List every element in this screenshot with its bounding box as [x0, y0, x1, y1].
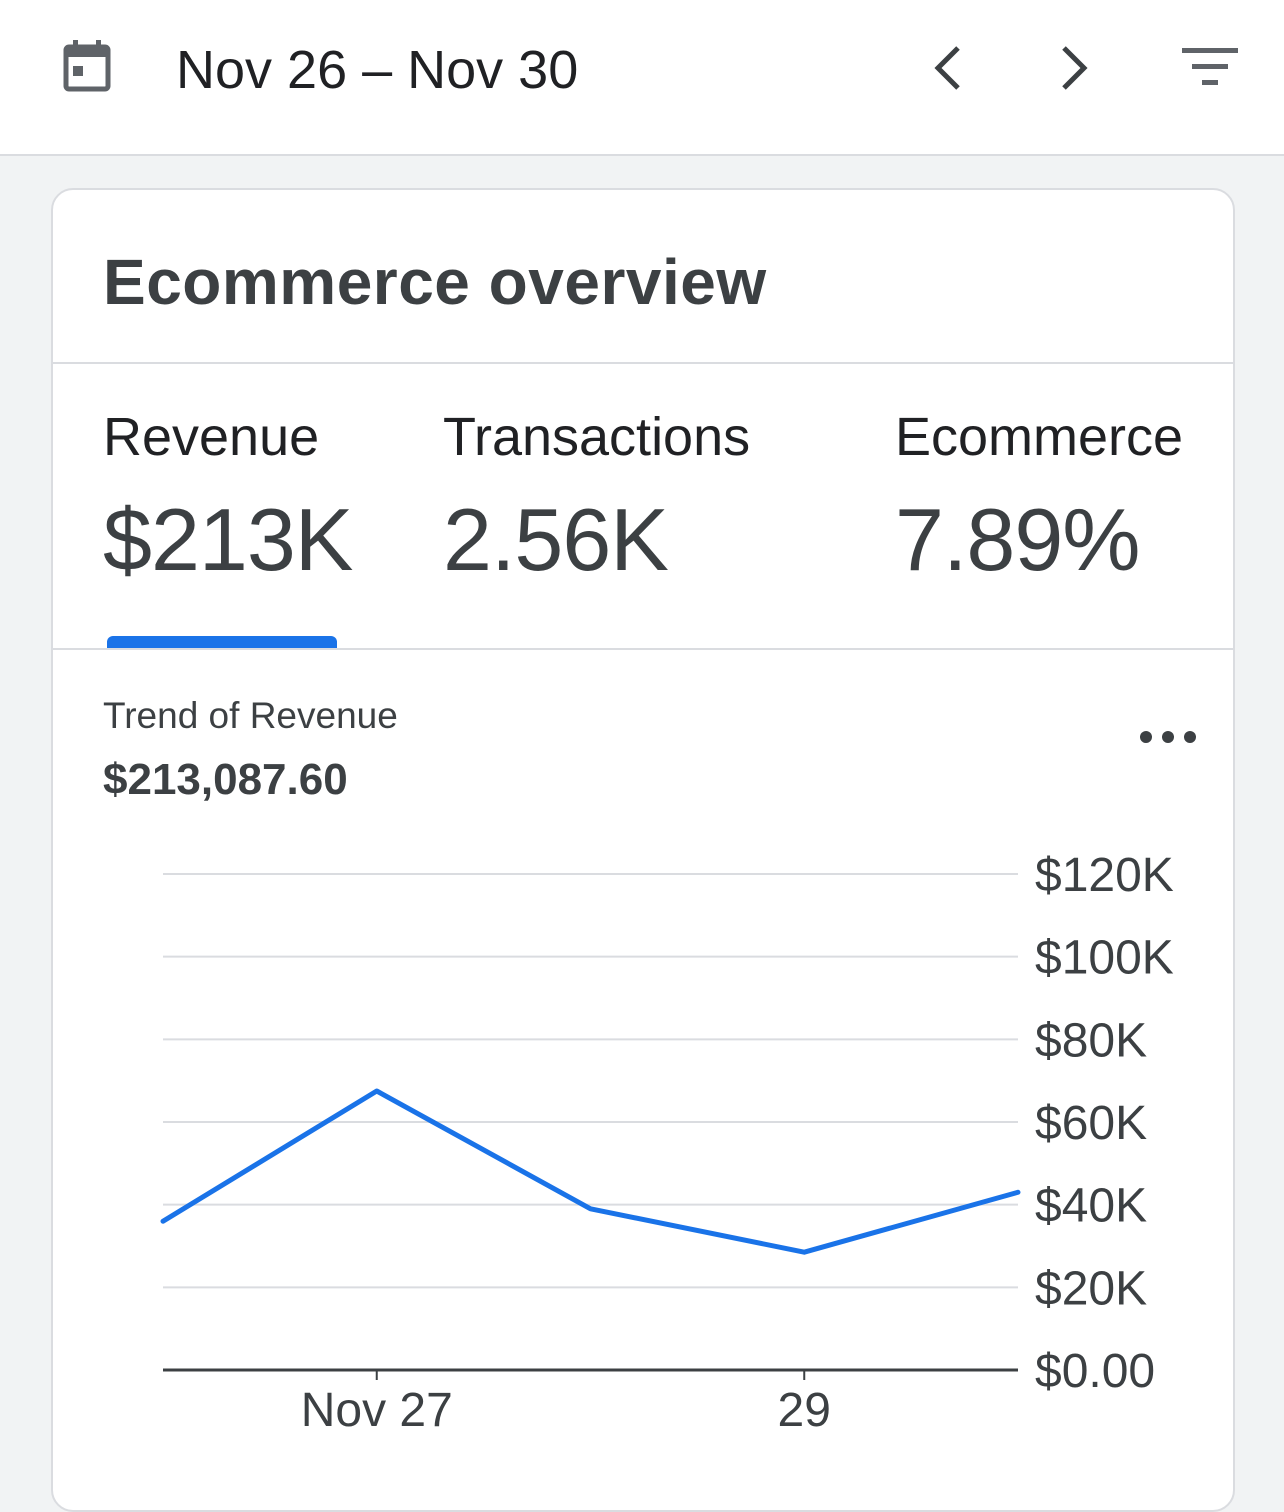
divider — [53, 648, 1233, 650]
y-tick-label: $80K — [1035, 1014, 1147, 1067]
metric-label: Ecommerce — [895, 407, 1184, 467]
metric-value: $213K — [103, 490, 353, 589]
metric-value: 7.89% — [895, 490, 1141, 589]
revenue-series-line — [160, 1088, 1021, 1255]
ecommerce-overview-card: Ecommerce overview Revenue $213K Transac… — [51, 188, 1235, 1512]
date-range-label[interactable]: Nov 26 – Nov 30 — [176, 40, 579, 100]
trend-label: Trend of Revenue — [103, 695, 398, 736]
metric-label: Revenue — [103, 407, 320, 467]
x-tick-label: 29 — [778, 1384, 831, 1437]
y-tick-label: $60K — [1035, 1097, 1147, 1150]
metric-value: 2.56K — [443, 490, 669, 589]
calendar-icon[interactable] — [62, 40, 112, 92]
chevron-right-icon[interactable] — [1048, 40, 1098, 96]
top-app-bar: Nov 26 – Nov 30 — [0, 0, 1284, 156]
metric-tab-revenue[interactable]: Revenue $213K — [103, 404, 403, 648]
metric-tab-ecommerce[interactable]: Ecommerce 7.89% — [895, 404, 1233, 648]
metric-label: Transactions — [443, 407, 751, 467]
x-tick-label: Nov 27 — [301, 1384, 453, 1437]
metric-tab-transactions[interactable]: Transactions 2.56K — [443, 404, 863, 648]
y-tick-label: $20K — [1035, 1262, 1147, 1315]
y-tick-label: $120K — [1035, 849, 1174, 902]
more-horizontal-icon[interactable] — [1137, 722, 1199, 752]
y-tick-label: $0.00 — [1035, 1345, 1155, 1398]
selected-tab-indicator — [107, 636, 337, 648]
card-title: Ecommerce overview — [103, 246, 767, 318]
divider — [53, 362, 1233, 364]
chevron-left-icon[interactable] — [924, 40, 974, 96]
y-tick-label: $100K — [1035, 932, 1174, 985]
filter-icon[interactable] — [1180, 44, 1240, 90]
revenue-trend-chart: $0.00 $20K $40K $60K $80K $100K $120K Nov 27 29 — [160, 849, 1174, 1437]
y-tick-label: $40K — [1035, 1180, 1147, 1233]
trend-total-value: $213,087.60 — [103, 755, 348, 804]
